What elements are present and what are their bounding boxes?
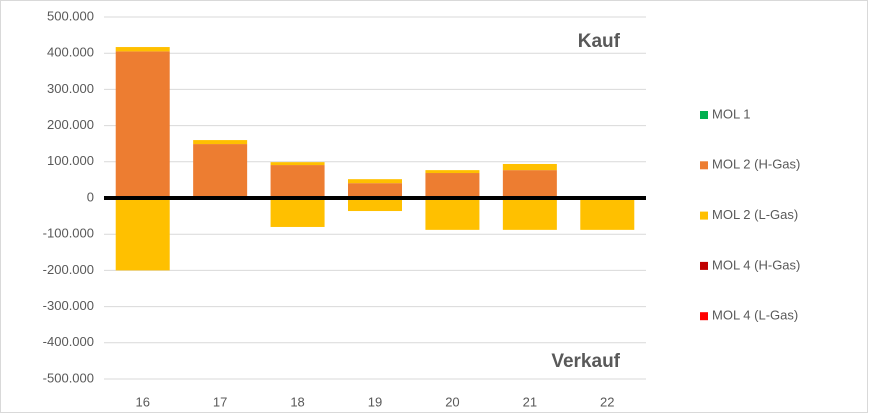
bar-segment bbox=[115, 47, 170, 52]
legend-swatch bbox=[700, 312, 708, 321]
y-tick-label: 100.000 bbox=[47, 153, 94, 168]
bar-segment bbox=[502, 163, 557, 171]
bar-segment bbox=[348, 179, 402, 184]
x-tick-label: 19 bbox=[368, 394, 382, 409]
x-tick-label: 16 bbox=[135, 394, 149, 409]
bar-segment bbox=[270, 165, 325, 198]
legend-swatch bbox=[700, 211, 708, 220]
legend-swatch bbox=[700, 111, 708, 119]
y-tick-label: 200.000 bbox=[47, 117, 94, 132]
legend-label: MOL 4 (L-Gas) bbox=[712, 308, 798, 323]
bar-segment bbox=[270, 198, 325, 227]
bar-segment bbox=[348, 198, 402, 212]
y-tick-label: -100.000 bbox=[43, 226, 94, 241]
x-tick-label: 22 bbox=[600, 394, 614, 409]
y-tick-label: -400.000 bbox=[43, 334, 94, 349]
y-tick-label: 300.000 bbox=[47, 81, 94, 96]
legend-label: MOL 4 (H-Gas) bbox=[712, 257, 800, 272]
legend-label: MOL 1 bbox=[712, 106, 751, 121]
bar-segment bbox=[425, 198, 480, 230]
legend-swatch bbox=[700, 161, 708, 170]
legend-label: MOL 2 (H-Gas) bbox=[712, 157, 800, 172]
x-tick-label: 18 bbox=[290, 394, 304, 409]
x-tick-label: 17 bbox=[213, 394, 227, 409]
x-tick-label: 20 bbox=[445, 394, 459, 409]
x-tick-label: 21 bbox=[523, 394, 537, 409]
y-tick-label: -500.000 bbox=[43, 370, 94, 385]
bar-segment bbox=[502, 170, 557, 198]
bar-segment bbox=[425, 170, 480, 174]
bar-segment bbox=[115, 198, 170, 271]
annotation: Verkauf bbox=[551, 351, 620, 372]
bar-segment bbox=[425, 173, 480, 198]
bar-segment bbox=[115, 51, 170, 198]
y-tick-label: 400.000 bbox=[47, 45, 94, 60]
bar-segment bbox=[270, 162, 325, 166]
bar-segment bbox=[193, 144, 248, 198]
legend-label: MOL 2 (L-Gas) bbox=[712, 207, 798, 222]
bar-segment bbox=[580, 199, 635, 230]
y-tick-label: 500.000 bbox=[47, 8, 94, 23]
bar-segment bbox=[193, 140, 248, 145]
y-tick-label: -300.000 bbox=[43, 298, 94, 313]
bar-segment bbox=[502, 198, 557, 230]
annotation: Kauf bbox=[578, 31, 621, 52]
bar-segment bbox=[348, 183, 402, 198]
y-tick-label: 0 bbox=[87, 189, 94, 204]
legend-swatch bbox=[700, 261, 708, 270]
y-tick-label: -200.000 bbox=[43, 262, 94, 277]
